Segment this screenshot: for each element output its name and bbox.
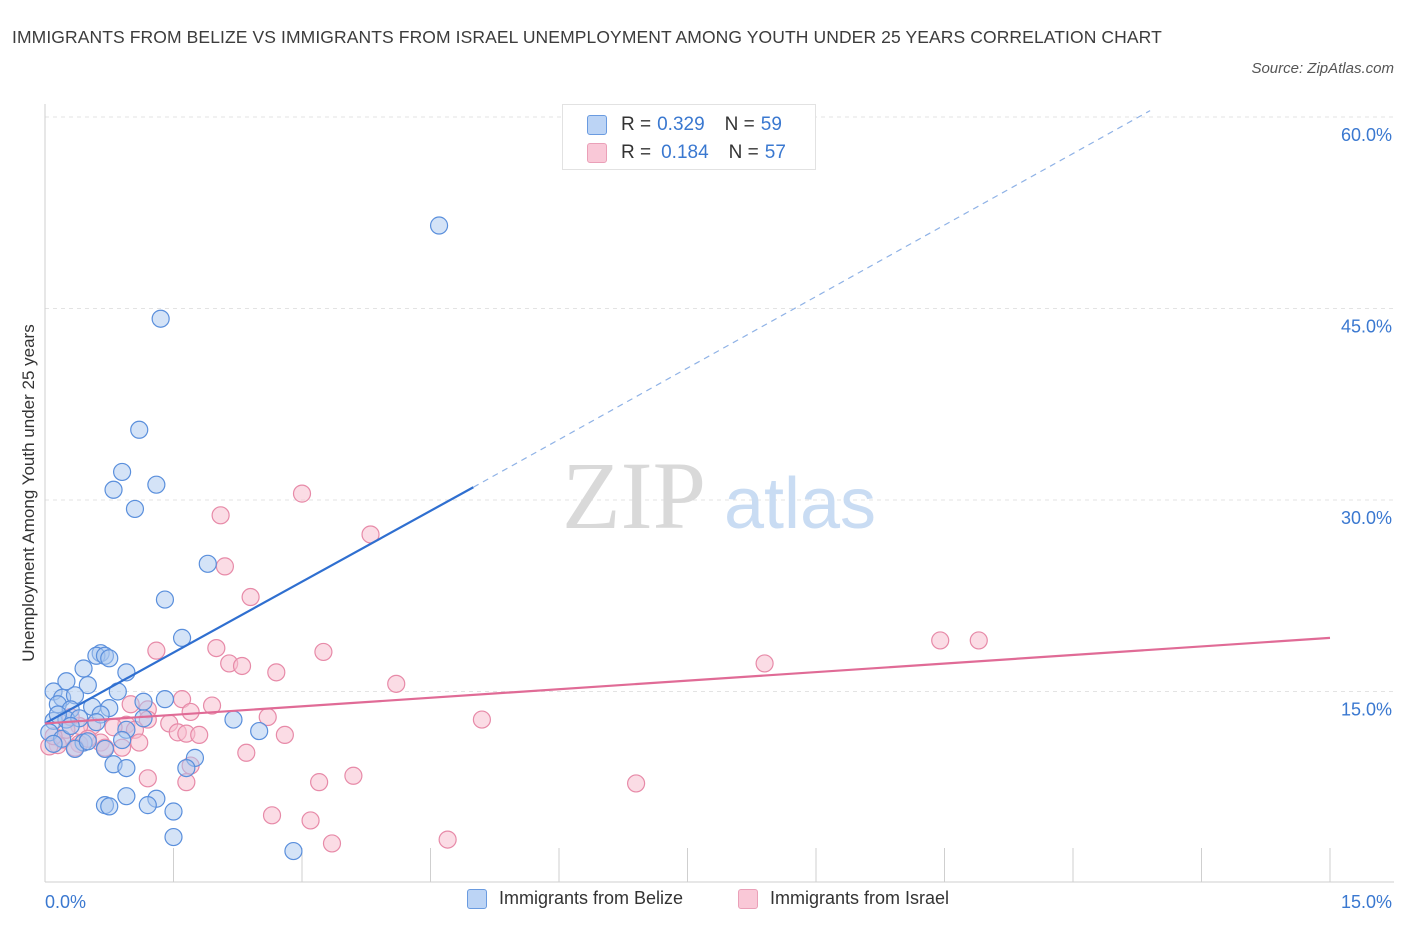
correlation-legend: R = 0.329 N = 59 R = 0.184 N = 57 — [562, 104, 816, 170]
israel-point — [211, 506, 230, 525]
israel-point — [969, 631, 988, 650]
israel-point — [237, 743, 256, 762]
israel-point — [207, 638, 226, 658]
belize-point — [125, 499, 145, 519]
israel-point — [275, 725, 294, 745]
israel-point — [387, 674, 406, 693]
israel-point — [931, 631, 950, 650]
belize-point — [151, 309, 170, 328]
israel-point — [322, 834, 342, 853]
israel-point — [241, 587, 260, 607]
belize-point — [95, 739, 115, 759]
tick-labels: 15.0% 30.0% 45.0% 60.0% 0.0% 15.0% — [45, 125, 1392, 912]
belize-n-value: 59 — [760, 114, 782, 135]
israel-point — [438, 830, 457, 849]
israel-swatch — [587, 143, 607, 163]
y-tick-label: 45.0% — [1341, 317, 1392, 337]
legend-item-belize: Immigrants from Belize — [467, 888, 683, 909]
legend-row-belize: R = 0.329 N = 59 — [587, 111, 782, 139]
belize-point — [112, 730, 132, 750]
trend-lines — [44, 110, 1331, 725]
israel-point — [147, 641, 166, 660]
belize-point — [164, 827, 183, 847]
belize-point — [155, 590, 175, 609]
israel-point — [232, 656, 252, 676]
belize-point — [78, 676, 97, 695]
israel-point — [138, 769, 157, 788]
x-tick-label: 0.0% — [45, 892, 86, 912]
belize-point — [198, 554, 217, 573]
belize-point — [87, 713, 106, 732]
belize-point — [284, 841, 303, 861]
belize-point — [74, 659, 93, 678]
israel-point — [310, 773, 329, 792]
belize-swatch — [587, 115, 607, 135]
israel-n-label: N = — [728, 142, 759, 163]
legend-israel-label: Immigrants from Israel — [770, 888, 950, 908]
y-axis-label: Unemployment Among Youth under 25 years — [19, 324, 38, 661]
watermark-zip: ZIP — [562, 442, 706, 549]
watermark-atlas: atlas — [724, 464, 876, 544]
belize-point — [100, 649, 119, 668]
belize-point — [100, 797, 119, 816]
belize-point — [250, 721, 269, 741]
israel-point — [314, 642, 333, 662]
belize-point — [164, 802, 183, 821]
axes — [44, 104, 1394, 883]
series-legend: Immigrants from Belize Immigrants from I… — [0, 888, 1406, 918]
israel-point — [344, 766, 363, 785]
belize-point — [130, 420, 149, 439]
belize-n-label: N = — [724, 114, 755, 135]
belize-point — [112, 462, 132, 482]
belize-r-label: R = — [621, 114, 652, 135]
israel-point — [626, 774, 646, 793]
legend-israel-swatch — [738, 888, 758, 909]
belize-point — [57, 672, 76, 691]
y-tick-label: 60.0% — [1341, 125, 1392, 145]
israel-point — [202, 696, 222, 715]
legend-belize-label: Immigrants from Belize — [499, 888, 684, 908]
belize-r-value: 0.329 — [657, 114, 705, 135]
belize-point — [44, 734, 63, 753]
belize-point — [134, 692, 153, 711]
belize-trend-extension — [473, 110, 1151, 488]
belize-point — [104, 480, 123, 499]
israel-trend-line — [44, 636, 1331, 725]
israel-r-label: R = — [621, 142, 652, 163]
israel-r-value: 0.184 — [661, 142, 709, 163]
belize-point — [177, 758, 196, 778]
belize-point — [224, 710, 243, 729]
israel-point — [190, 725, 209, 745]
chart-title: IMMIGRANTS FROM BELIZE VS IMMIGRANTS FRO… — [12, 27, 1162, 47]
belize-point — [155, 690, 175, 709]
israel-point — [267, 663, 286, 682]
belize-point — [117, 787, 136, 806]
israel-n-value: 57 — [764, 142, 786, 163]
israel-point — [301, 811, 320, 830]
belize-points — [40, 216, 449, 861]
belize-point — [117, 758, 136, 778]
belize-trend-line — [44, 486, 474, 725]
belize-point — [138, 796, 157, 815]
y-tick-label: 15.0% — [1341, 700, 1392, 720]
israel-point — [472, 710, 491, 729]
israel-point — [130, 733, 149, 752]
belize-point — [429, 216, 449, 235]
legend-belize-swatch — [467, 888, 487, 909]
y-tick-label: 30.0% — [1341, 508, 1392, 528]
belize-point — [172, 628, 192, 647]
belize-point — [147, 475, 166, 494]
x-tick-label: 15.0% — [1341, 892, 1392, 912]
legend-item-israel: Immigrants from Israel — [738, 888, 949, 909]
legend-row-israel: R = 0.184 N = 57 — [587, 139, 786, 167]
israel-point — [181, 702, 200, 722]
belize-point — [78, 732, 97, 751]
israel-point — [262, 806, 282, 825]
israel-point — [755, 654, 774, 673]
israel-point — [215, 557, 234, 576]
watermark: ZIP atlas — [562, 442, 876, 549]
source-credit: Source: ZipAtlas.com — [1251, 60, 1394, 77]
israel-point — [292, 484, 312, 503]
